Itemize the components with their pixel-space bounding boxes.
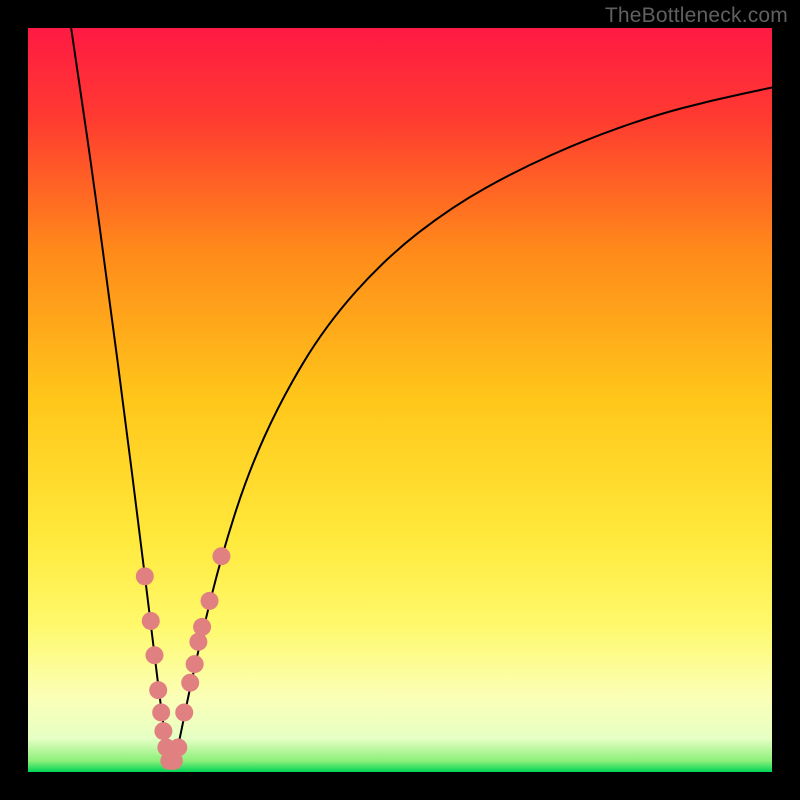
data-marker — [181, 674, 199, 692]
data-marker — [149, 681, 167, 699]
data-marker — [145, 646, 163, 664]
chart-container: TheBottleneck.com — [0, 0, 800, 800]
data-marker — [175, 703, 193, 721]
data-marker — [136, 567, 154, 585]
watermark-text: TheBottleneck.com — [605, 4, 788, 28]
data-marker — [201, 592, 219, 610]
data-marker — [169, 738, 187, 756]
data-marker — [193, 618, 211, 636]
gradient-background — [28, 28, 772, 772]
data-marker — [186, 655, 204, 673]
data-marker — [212, 547, 230, 565]
bottleneck-plot — [0, 0, 800, 800]
data-marker — [152, 703, 170, 721]
data-marker — [142, 612, 160, 630]
data-marker — [154, 722, 172, 740]
